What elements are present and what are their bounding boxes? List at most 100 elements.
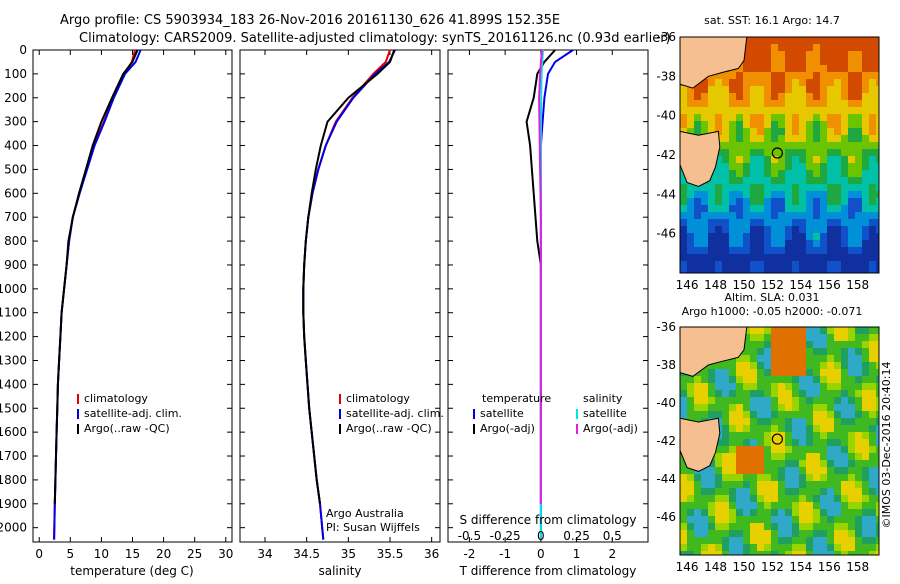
map-cell <box>848 79 855 86</box>
map-cell <box>785 142 792 149</box>
map-cell <box>680 530 687 537</box>
map-cell <box>806 390 813 397</box>
map-cell <box>841 184 848 191</box>
map-cell <box>771 240 778 247</box>
map-cell <box>869 247 876 254</box>
map-cell <box>680 474 687 481</box>
map-cell <box>750 509 757 516</box>
map-cell <box>680 537 687 544</box>
map-cell <box>827 432 834 439</box>
map-lon-tick-label: 146 <box>676 278 699 292</box>
map-cell <box>729 481 736 488</box>
map-cell <box>848 544 855 551</box>
map-cell <box>799 334 806 341</box>
map-cell <box>855 376 862 383</box>
map-cell <box>813 502 820 509</box>
map-cell <box>778 247 785 254</box>
map-cell <box>785 107 792 114</box>
map-lat-tick-label: -38 <box>656 358 676 372</box>
map-cell <box>715 121 722 128</box>
map-cell <box>757 467 764 474</box>
map-cell <box>869 453 876 460</box>
map-cell <box>827 226 834 233</box>
map-cell <box>743 149 750 156</box>
map-cell <box>701 383 708 390</box>
map-cell <box>820 79 827 86</box>
map-cell <box>778 177 785 184</box>
map-cell <box>771 170 778 177</box>
map-cell <box>764 390 771 397</box>
map-cell <box>848 37 855 44</box>
map-cell <box>750 51 757 58</box>
map-cell <box>876 51 879 58</box>
map-cell <box>862 551 869 555</box>
map-cell <box>876 226 879 233</box>
map-cell <box>694 184 701 191</box>
map-cell <box>687 114 694 121</box>
map-cell <box>827 184 834 191</box>
map-cell <box>792 509 799 516</box>
map-cell <box>701 219 708 226</box>
map-cell <box>722 397 729 404</box>
map-cell <box>701 184 708 191</box>
map-cell <box>778 537 785 544</box>
map-cell <box>771 107 778 114</box>
map-cell <box>785 474 792 481</box>
map-cell <box>764 474 771 481</box>
map-cell <box>687 205 694 212</box>
map-cell <box>848 135 855 142</box>
map-cell <box>855 240 862 247</box>
map-cell <box>848 212 855 219</box>
map-cell <box>834 37 841 44</box>
map-cell <box>876 107 879 114</box>
map-cell <box>834 544 841 551</box>
map-cell <box>694 376 701 383</box>
map-cell <box>708 79 715 86</box>
map-cell <box>827 247 834 254</box>
map-cell <box>771 219 778 226</box>
map-cell <box>813 51 820 58</box>
map-cell <box>876 523 879 530</box>
map-cell <box>778 509 785 516</box>
map-cell <box>701 226 708 233</box>
map-cell <box>687 551 694 555</box>
map-cell <box>771 523 778 530</box>
map-cell <box>694 191 701 198</box>
map-cell <box>701 254 708 261</box>
map-cell <box>813 530 820 537</box>
map-cell <box>722 226 729 233</box>
map-cell <box>687 219 694 226</box>
map-cell <box>855 177 862 184</box>
map-cell <box>757 100 764 107</box>
map-cell <box>820 191 827 198</box>
map-cell <box>855 142 862 149</box>
map-cell <box>778 226 785 233</box>
map-cell <box>841 383 848 390</box>
map-cell <box>736 205 743 212</box>
map-cell <box>743 261 750 268</box>
map-cell <box>750 170 757 177</box>
map-cell <box>785 404 792 411</box>
map-cell <box>771 37 778 44</box>
map-cell <box>827 100 834 107</box>
map-cell <box>757 240 764 247</box>
map-cell <box>687 481 694 488</box>
map-cell <box>750 390 757 397</box>
depth-tick-label: 800 <box>4 234 27 248</box>
map-cell <box>792 523 799 530</box>
map-cell <box>820 44 827 51</box>
map-cell <box>722 432 729 439</box>
map-cell <box>813 156 820 163</box>
map-cell <box>792 107 799 114</box>
map-cell <box>764 376 771 383</box>
map-cell <box>701 474 708 481</box>
map-cell <box>764 467 771 474</box>
difference-xlabel-2: S difference from climatology <box>460 513 637 527</box>
map-cell <box>848 460 855 467</box>
map-cell <box>764 107 771 114</box>
map-cell <box>834 65 841 72</box>
map-cell <box>750 467 757 474</box>
map-cell <box>743 191 750 198</box>
map-cell <box>743 474 750 481</box>
map-cell <box>687 212 694 219</box>
